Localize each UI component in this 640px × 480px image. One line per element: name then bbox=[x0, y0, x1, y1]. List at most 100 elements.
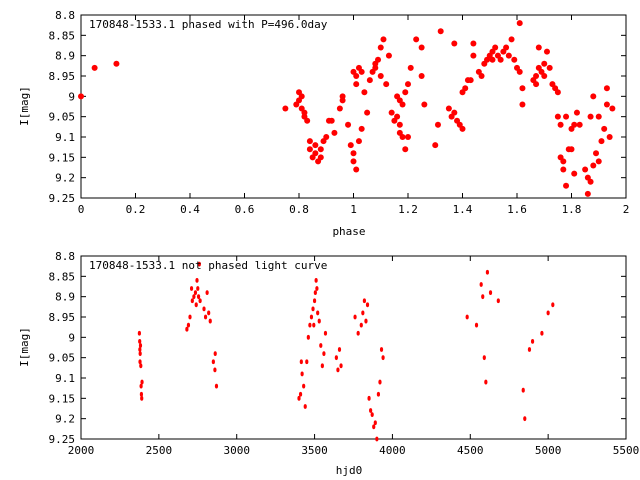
phased-y-tick-label: 8.8 bbox=[55, 9, 75, 22]
phased-data-point bbox=[563, 113, 570, 120]
unphased-data-point bbox=[192, 294, 196, 300]
unphased-data-point bbox=[137, 330, 141, 336]
phased-data-point bbox=[533, 81, 540, 88]
unphased-data-point bbox=[474, 322, 479, 328]
phased-data-point bbox=[388, 109, 395, 116]
phased-data-point bbox=[470, 52, 477, 59]
phased-data-point bbox=[383, 81, 390, 88]
phased-data-point bbox=[606, 134, 613, 140]
unphased-data-point bbox=[313, 290, 317, 295]
phased-points bbox=[78, 20, 616, 197]
unphased-y-tick-label: 8.8 bbox=[55, 250, 75, 263]
phased-data-point bbox=[603, 85, 610, 92]
phased-data-point bbox=[339, 97, 346, 104]
phased-data-point bbox=[505, 52, 512, 59]
phased-data-point bbox=[306, 146, 313, 153]
unphased-data-point bbox=[300, 371, 304, 377]
phased-x-tick-label: 0.2 bbox=[126, 203, 146, 216]
phased-x-tick-label: 1.2 bbox=[398, 203, 418, 216]
unphased-data-point bbox=[297, 395, 301, 401]
unphased-data-point bbox=[302, 383, 306, 389]
phased-y-tick-label: 9 bbox=[68, 90, 75, 103]
unphased-data-point bbox=[370, 412, 374, 417]
phased-data-point bbox=[595, 113, 602, 120]
phased-data-point bbox=[375, 56, 382, 63]
phased-data-point bbox=[590, 93, 597, 100]
unphased-data-point bbox=[372, 424, 376, 430]
unphased-plot-frame bbox=[80, 255, 627, 440]
unphased-data-point bbox=[496, 298, 500, 304]
unphased-data-point bbox=[482, 355, 486, 361]
phased-data-point bbox=[492, 44, 499, 51]
phased-data-point bbox=[331, 129, 338, 136]
unphased-data-point bbox=[303, 404, 307, 409]
phased-data-point bbox=[113, 60, 120, 67]
unphased-y-tick-label: 9.2 bbox=[55, 413, 75, 426]
unphased-x-tick-label: 3500 bbox=[301, 444, 328, 457]
unphased-y-axis-label: I[mag] bbox=[18, 327, 31, 367]
phased-y-tick-label: 8.95 bbox=[49, 70, 76, 83]
unphased-data-point bbox=[381, 355, 385, 361]
unphased-data-point bbox=[185, 326, 189, 332]
phased-x-axis-label: phase bbox=[332, 225, 365, 238]
phased-data-point bbox=[350, 150, 357, 157]
phased-data-point bbox=[511, 56, 518, 63]
phased-data-point bbox=[497, 56, 504, 63]
unphased-ticks: 2000 2500 3000 3500 4000 4500 5000 5500 8.8 8.85 8… bbox=[49, 250, 640, 457]
unphased-data-point bbox=[362, 298, 366, 304]
phased-data-point bbox=[405, 81, 411, 88]
phased-data-point bbox=[396, 121, 403, 128]
unphased-data-point bbox=[337, 347, 342, 352]
unphased-y-tick-label: 8.85 bbox=[49, 270, 76, 283]
unphased-chart: 2000 2500 3000 3500 4000 4500 5000 5500 8.8 8.85 8… bbox=[18, 250, 639, 477]
phased-data-point bbox=[541, 73, 548, 79]
phased-data-point bbox=[377, 73, 384, 79]
phased-y-tick-label: 8.85 bbox=[49, 29, 76, 42]
unphased-data-point bbox=[375, 436, 379, 442]
phased-data-point bbox=[489, 56, 496, 63]
unphased-data-point bbox=[356, 330, 360, 336]
unphased-y-tick-label: 9.1 bbox=[55, 372, 75, 385]
phased-x-tick-label: 1.8 bbox=[562, 203, 582, 216]
unphased-data-point bbox=[334, 355, 338, 361]
phased-data-point bbox=[418, 44, 425, 51]
phased-y-tick-label: 8.9 bbox=[55, 50, 75, 63]
unphased-data-point bbox=[527, 347, 532, 352]
phased-data-point bbox=[304, 117, 311, 124]
phased-data-point bbox=[533, 73, 540, 79]
unphased-data-point bbox=[465, 314, 469, 320]
unphased-x-tick-label: 4500 bbox=[457, 444, 484, 457]
unphased-data-point bbox=[521, 387, 525, 393]
unphased-data-point bbox=[195, 278, 199, 283]
phased-data-point bbox=[358, 125, 365, 132]
phased-y-tick-label: 9.05 bbox=[49, 111, 76, 124]
unphased-data-point bbox=[322, 351, 326, 356]
unphased-x-tick-label: 5000 bbox=[535, 444, 562, 457]
unphased-data-point bbox=[299, 359, 303, 365]
phased-y-tick-label: 9.1 bbox=[55, 131, 75, 144]
phased-data-point bbox=[328, 117, 335, 124]
unphased-y-tick-label: 9.05 bbox=[49, 352, 76, 365]
phased-data-point bbox=[587, 113, 594, 120]
unphased-data-point bbox=[138, 359, 142, 365]
phased-data-point bbox=[399, 134, 406, 140]
unphased-data-point bbox=[138, 347, 142, 352]
unphased-x-tick-label: 2500 bbox=[146, 444, 173, 457]
unphased-data-point bbox=[315, 286, 319, 291]
phased-data-point bbox=[593, 150, 600, 157]
phased-data-point bbox=[508, 36, 515, 43]
unphased-data-point bbox=[314, 278, 318, 283]
unphased-data-point bbox=[139, 391, 144, 397]
unphased-data-point bbox=[306, 334, 310, 340]
phased-data-point bbox=[345, 121, 352, 128]
phased-data-point bbox=[554, 113, 561, 120]
unphased-data-point bbox=[138, 343, 143, 348]
phased-x-tick-label: 2 bbox=[623, 203, 630, 216]
unphased-data-point bbox=[214, 383, 219, 389]
phased-data-point bbox=[541, 60, 548, 67]
unphased-data-point bbox=[336, 367, 340, 373]
phased-data-point bbox=[571, 121, 578, 128]
unphased-y-tick-label: 9 bbox=[68, 331, 75, 344]
unphased-data-point bbox=[376, 391, 381, 397]
phased-data-point bbox=[462, 85, 469, 92]
